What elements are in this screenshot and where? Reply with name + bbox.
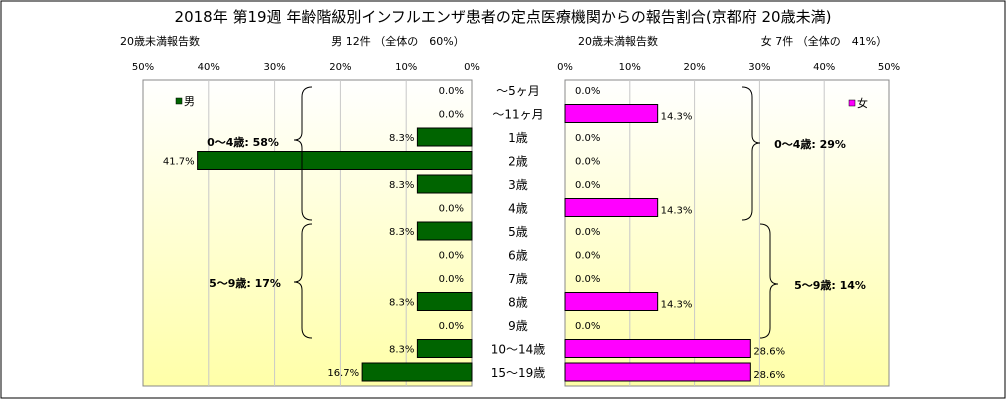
female-brace-5-9 <box>759 223 779 339</box>
female-data-label: 14.3% <box>661 112 693 123</box>
female-x-tick-label: 0% <box>557 62 573 73</box>
female-x-tick-label: 30% <box>748 62 770 73</box>
male-data-label: 41.7% <box>163 157 195 168</box>
male-bar <box>197 151 473 170</box>
male-bar <box>361 362 473 382</box>
category-label: 2歳 <box>508 155 528 169</box>
female-annotation-0-4: 0〜4歳: 29% <box>774 137 846 151</box>
female-bar <box>564 104 659 123</box>
male-data-label: 8.3% <box>389 180 414 191</box>
category-label: 3歳 <box>508 178 528 192</box>
female-x-tick-label: 10% <box>619 62 641 73</box>
male-x-tick-label: 30% <box>263 62 285 73</box>
category-label: 10〜14歳 <box>491 343 546 357</box>
female-data-label: 28.6% <box>753 347 785 358</box>
female-data-label: 14.3% <box>661 300 693 311</box>
male-brace-5-9 <box>293 223 313 339</box>
female-header-left: 20歳未満報告数 <box>578 35 658 48</box>
category-label: 4歳 <box>508 202 528 216</box>
female-legend-label: 女 <box>857 96 868 110</box>
male-data-label: 0.0% <box>439 110 464 121</box>
category-label: 5歳 <box>508 225 528 239</box>
female-x-tick-label: 20% <box>683 62 705 73</box>
category-label: 7歳 <box>508 272 528 286</box>
male-header-left: 20歳未満報告数 <box>120 35 200 48</box>
female-plot-area <box>564 79 890 387</box>
category-label: 9歳 <box>508 319 528 333</box>
male-x-tick-label: 40% <box>198 62 220 73</box>
male-data-label: 16.7% <box>327 368 359 379</box>
male-data-label: 8.3% <box>389 133 414 144</box>
male-x-tick-label: 50% <box>132 62 154 73</box>
male-data-label: 8.3% <box>389 298 414 309</box>
female-bar <box>564 362 751 382</box>
male-legend-label: 男 <box>184 95 195 108</box>
male-data-label: 0.0% <box>439 204 464 215</box>
female-x-tick-label: 40% <box>813 62 835 73</box>
male-header-right: 男 12件 （全体の 60%） <box>331 34 464 48</box>
category-label: 15〜19歳 <box>491 366 546 380</box>
male-data-label: 8.3% <box>389 227 414 238</box>
female-bar <box>564 198 659 217</box>
male-annotation-0-4: 0〜4歳: 58% <box>207 135 279 149</box>
category-label: 8歳 <box>508 296 528 310</box>
category-label: 〜11ヶ月 <box>492 108 543 122</box>
male-x-tick-label: 20% <box>329 62 351 73</box>
category-label: 1歳 <box>508 131 528 145</box>
male-x-tick-label: 10% <box>395 62 417 73</box>
male-data-label: 8.3% <box>389 345 414 356</box>
category-label: 6歳 <box>508 249 528 263</box>
female-data-label: 0.0% <box>575 321 600 332</box>
female-bar <box>564 339 751 358</box>
female-header-right: 女 7件 （全体の 41%） <box>761 34 887 48</box>
female-data-label: 0.0% <box>575 180 600 191</box>
male-bar <box>416 292 473 311</box>
male-x-tick-label: 0% <box>464 62 480 73</box>
male-data-label: 0.0% <box>439 321 464 332</box>
category-label: 〜5ヶ月 <box>496 84 540 98</box>
female-legend-swatch <box>848 99 856 107</box>
male-brace-0-4 <box>293 86 313 221</box>
female-data-label: 0.0% <box>575 251 600 262</box>
female-bar <box>564 292 659 311</box>
female-data-label: 14.3% <box>661 206 693 217</box>
female-data-label: 0.0% <box>575 157 600 168</box>
male-data-label: 0.0% <box>439 251 464 262</box>
male-data-label: 0.0% <box>439 86 464 97</box>
male-bar <box>416 221 473 241</box>
female-data-label: 0.0% <box>575 227 600 238</box>
male-legend-swatch <box>175 97 183 105</box>
female-data-label: 0.0% <box>575 86 600 97</box>
female-data-label: 0.0% <box>575 274 600 285</box>
chart-title: 2018年 第19週 年齢階級別インフルエンザ患者の定点医療機関からの報告割合(… <box>175 8 832 26</box>
female-data-label: 0.0% <box>575 133 600 144</box>
female-brace-0-4 <box>741 86 761 221</box>
male-bar <box>416 127 473 147</box>
male-bar <box>416 339 473 358</box>
female-data-label: 28.6% <box>753 370 785 381</box>
female-annotation-5-9: 5〜9歳: 14% <box>794 278 866 292</box>
female-x-tick-label: 50% <box>878 62 900 73</box>
male-annotation-5-9: 5〜9歳: 17% <box>209 276 281 290</box>
male-bar <box>416 174 473 194</box>
male-data-label: 0.0% <box>439 274 464 285</box>
